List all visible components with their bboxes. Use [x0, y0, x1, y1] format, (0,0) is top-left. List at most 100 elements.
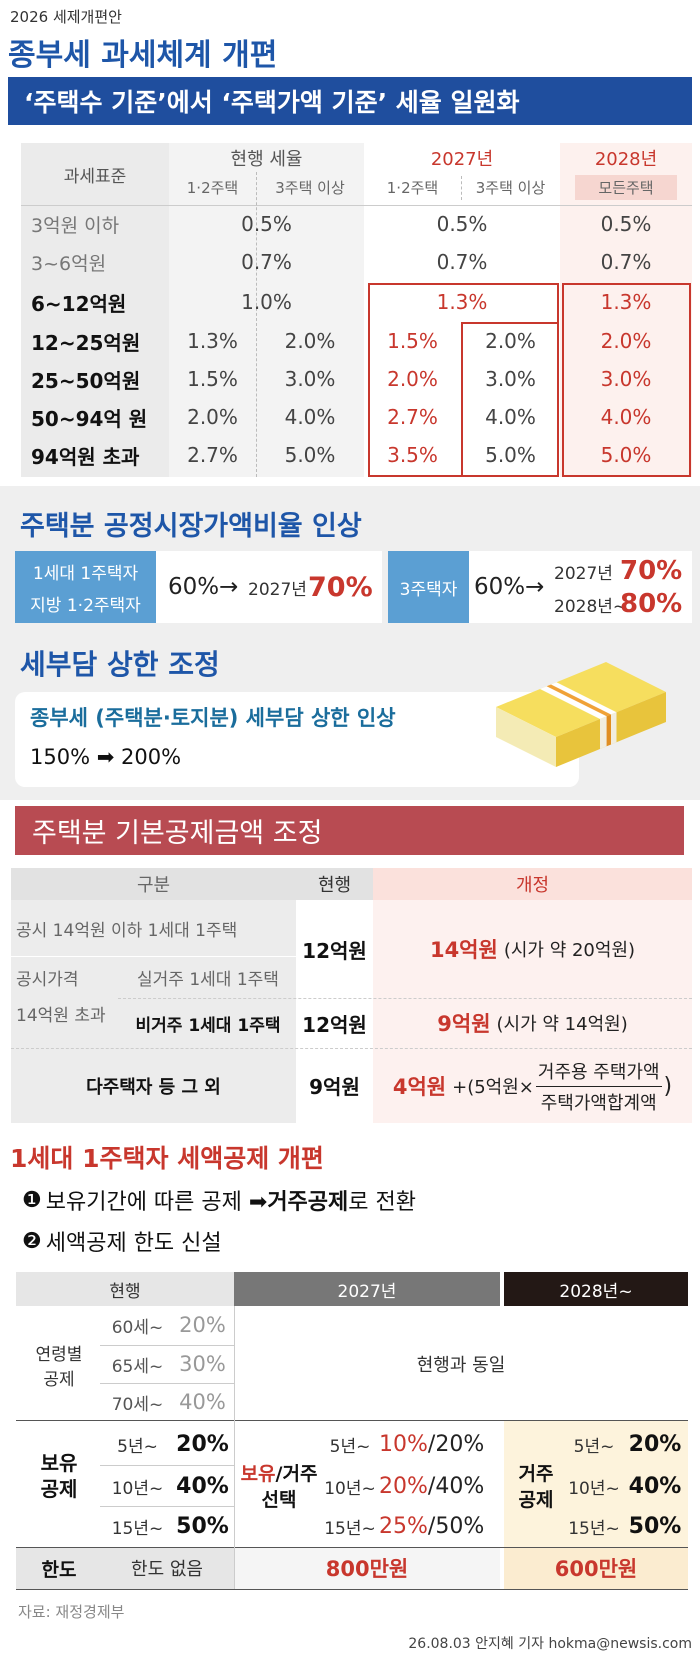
column-bg — [504, 1420, 688, 1547]
fraction-numerator: 거주용 주택가액 — [535, 1058, 662, 1087]
group-label: 14억원 초과 — [16, 1005, 106, 1026]
rate: 0.7% — [436, 250, 488, 274]
divider — [100, 1506, 234, 1507]
header-cell: 2027년 — [337, 1281, 397, 1302]
divider — [21, 205, 692, 206]
banner-title: 주택분 기본공제금액 조정 — [32, 818, 323, 849]
band-stripe — [546, 684, 611, 717]
label-box — [15, 551, 156, 623]
subheader-cell: 모든주택 — [598, 178, 654, 197]
ratio-year: 2027년 — [554, 563, 613, 584]
limit-label: 한도 — [41, 1558, 77, 1581]
money-illustration — [496, 662, 666, 767]
header-bg — [504, 1272, 688, 1306]
divider — [11, 1048, 692, 1049]
rate: 4.0% — [485, 405, 536, 429]
option-label: 보유/거주 — [237, 1459, 321, 1485]
row-label: 12~25억원 — [31, 330, 141, 355]
rate: 2.7% — [187, 443, 238, 467]
row-label: 실거주 1세대 1주택 — [137, 969, 279, 990]
header-bg — [11, 868, 373, 900]
divider — [256, 172, 257, 477]
rate: 1.0% — [241, 290, 292, 314]
header-cell: 개정 — [515, 875, 550, 896]
info-change: 150% ➡ 200% — [30, 745, 182, 769]
row-value: 50% — [628, 1513, 682, 1539]
rate: 2.0% — [187, 405, 238, 429]
bundle-front — [496, 707, 556, 767]
rate: 0.5% — [600, 212, 652, 236]
formula-text: +(5억원× — [452, 1077, 534, 1098]
current-amount: 12억원 — [302, 1012, 367, 1037]
value-part: 20% — [379, 1473, 428, 1499]
point-text: 로 전환 — [348, 1190, 416, 1215]
rate: 2.0% — [485, 329, 536, 353]
row-term: 70세~ — [111, 1394, 164, 1415]
limit-value: 600만원 — [554, 1557, 638, 1581]
row-term: 60세~ — [111, 1317, 164, 1338]
group-label: 공시가격 — [16, 969, 79, 990]
subheader-bg — [575, 175, 677, 200]
ratio-from: 60%→ — [168, 574, 239, 600]
column-bg — [11, 900, 296, 1123]
rate: 2.0% — [600, 329, 652, 353]
divider — [461, 176, 462, 200]
value-part: 10% — [379, 1431, 428, 1457]
rate: 4.0% — [600, 405, 652, 429]
page-title: 종부세 과세체계 개편 — [8, 38, 278, 73]
rate: 3.0% — [284, 367, 336, 391]
point-text: 세액공제 한도 신설 — [45, 1231, 222, 1256]
row-value: 10%/20% — [379, 1425, 497, 1463]
row-term: 65세~ — [111, 1356, 164, 1377]
subheader-cell: 1·2주택 — [386, 178, 439, 197]
rate: 3.0% — [600, 367, 652, 391]
rate: 5.0% — [485, 443, 536, 467]
row-value: 40% — [176, 1473, 229, 1499]
rate: 2.0% — [284, 329, 336, 353]
ratio-year: 2027년 — [248, 579, 307, 600]
row-term: 15년~ — [111, 1518, 164, 1539]
point-text: 보유기간에 따른 공제 ➡ — [45, 1190, 268, 1215]
row-term: 5년~ — [117, 1436, 158, 1457]
divider — [461, 322, 559, 477]
point: ❷ 세액공제 한도 신설 — [22, 1223, 622, 1259]
row-label: 3~6억원 — [31, 252, 107, 275]
row-value: 25%/50% — [379, 1507, 497, 1545]
group-label: 3주택자 — [399, 579, 458, 600]
divider — [11, 956, 296, 957]
rate: 3.0% — [485, 367, 536, 391]
column-bg — [169, 143, 364, 477]
source: 자료: 재정경제부 — [18, 1602, 125, 1621]
row-label: 비거주 1세대 1주택 — [135, 1015, 281, 1036]
rate: 2.0% — [387, 367, 438, 391]
row-value: 20% — [176, 1431, 229, 1457]
ratio-from: 60%→ — [474, 574, 545, 600]
row-label: 50~94억 원 — [31, 406, 148, 431]
point-number: ❷ — [22, 1228, 42, 1254]
point: ❶ 보유기간에 따른 공제 ➡ 거주공제 로 전환 — [22, 1182, 622, 1218]
subheader-cell: 3주택 이상 — [475, 178, 546, 197]
revised-amount: 14억원 — [429, 938, 498, 962]
group-label: 1세대 1주택자 — [32, 563, 139, 584]
row-label: 25~50억원 — [31, 368, 141, 393]
column-bg — [21, 143, 169, 477]
value-box — [469, 551, 692, 623]
band-stripe — [606, 714, 611, 747]
limit-bg — [234, 1547, 500, 1589]
info-box — [15, 692, 579, 787]
same-note: 현행과 동일 — [416, 1355, 506, 1376]
group-label: 보유 — [40, 1450, 78, 1475]
rate: 1.5% — [187, 367, 238, 391]
divider — [16, 1420, 688, 1421]
group-label: 공제 — [40, 1476, 78, 1501]
limit-bg — [16, 1547, 234, 1589]
divider — [100, 1345, 234, 1346]
banner — [15, 806, 684, 855]
row-term: 10년~ — [111, 1478, 164, 1499]
group-label: 연령별 — [35, 1344, 83, 1365]
rate: 1.3% — [436, 290, 488, 314]
header-cell: 현행 — [317, 875, 352, 896]
divider — [118, 998, 692, 999]
label-box — [388, 551, 469, 623]
